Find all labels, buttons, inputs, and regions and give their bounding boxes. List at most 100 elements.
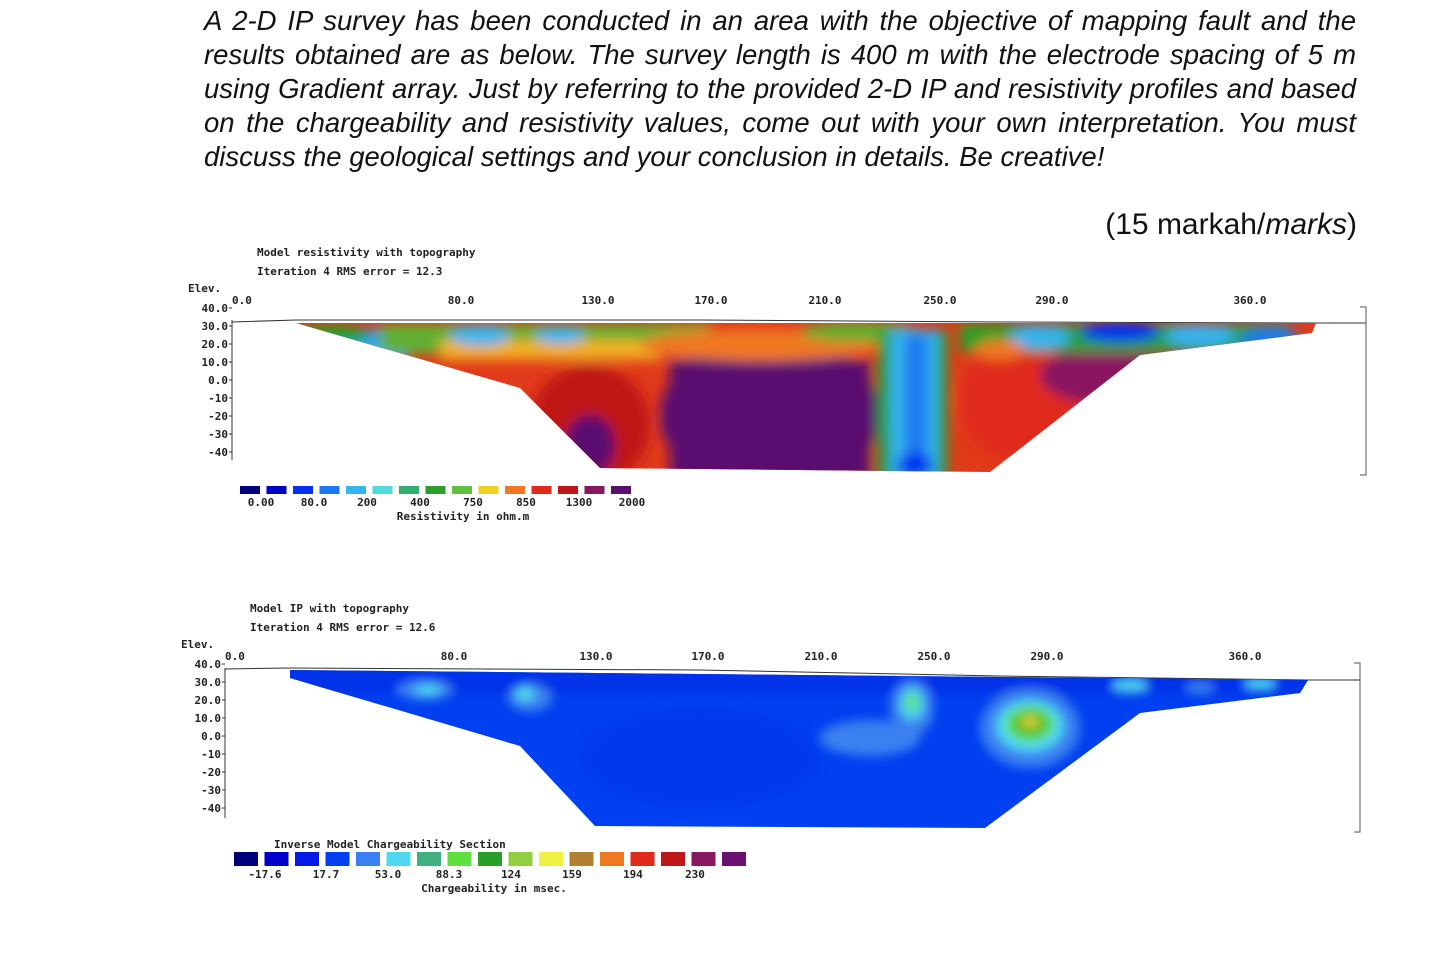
legend-unit-label: Resistivity in ohm.m <box>397 510 530 523</box>
legend-value-label: 200 <box>357 496 377 509</box>
ip-title: Model IP with topography <box>250 602 409 615</box>
legend-value-label: 88.3 <box>436 868 463 881</box>
legend-value-label: 750 <box>463 496 483 509</box>
elev-tick-label: -20 <box>208 410 228 423</box>
x-tick-label: 250.0 <box>923 294 956 307</box>
ip-panel: Model IP with topography Iteration 4 RMS… <box>0 598 1444 898</box>
elev-tick-label: 30.0 <box>195 676 222 689</box>
x-tick-label: 360.0 <box>1233 294 1266 307</box>
x-tick-label: 290.0 <box>1030 650 1063 663</box>
legend-swatch <box>372 486 393 494</box>
legend-swatch <box>661 852 685 866</box>
legend-swatch <box>266 486 287 494</box>
legend-swatch <box>264 852 289 866</box>
x-tick-label: 130.0 <box>579 650 612 663</box>
elev-tick-label: -40 <box>201 802 221 815</box>
legend-swatch <box>558 486 578 494</box>
resistivity-panel: Model resistivity with topography Iterat… <box>0 240 1444 540</box>
ip-elev-label: Elev. <box>181 638 215 651</box>
x-tick-label: 80.0 <box>441 650 468 663</box>
legend-swatch <box>399 486 419 494</box>
elev-tick-label: 40.0 <box>195 658 222 671</box>
ip-legend-title: Inverse Model Chargeability Section <box>274 838 506 851</box>
elev-tick-label: -10 <box>208 392 228 405</box>
legend-swatch <box>531 486 552 494</box>
legend-swatch <box>722 852 746 866</box>
legend-value-label: 159 <box>562 868 582 881</box>
legend-swatch <box>505 486 525 494</box>
x-tick-label: 0.0 <box>225 650 245 663</box>
legend-swatch <box>611 486 631 494</box>
x-tick-label: 360.0 <box>1228 650 1261 663</box>
legend-value-label: 400 <box>410 496 430 509</box>
legend-swatch <box>425 486 446 494</box>
legend-swatch <box>417 852 441 866</box>
x-tick-label: 80.0 <box>448 294 475 307</box>
elev-tick-label: 0.0 <box>201 730 221 743</box>
resistivity-elev-label: Elev. <box>188 282 222 295</box>
legend-swatch <box>293 486 313 494</box>
x-tick-label: 210.0 <box>808 294 841 307</box>
marks-italic: marks <box>1265 208 1347 241</box>
elev-tick-label: 20.0 <box>195 694 222 707</box>
elev-tick-label: -30 <box>208 428 228 441</box>
legend-swatch <box>630 852 655 866</box>
legend-swatch <box>295 852 319 866</box>
legend-swatch <box>508 852 533 866</box>
marks-label: (15 markah/marks) <box>1105 208 1357 242</box>
legend-swatch <box>478 852 502 866</box>
resistivity-title: Model resistivity with topography <box>257 246 476 259</box>
legend-value-label: 17.7 <box>313 868 340 881</box>
elev-tick-label: 10.0 <box>195 712 222 725</box>
elev-tick-label: 30.0 <box>202 320 229 333</box>
legend-swatch <box>584 486 605 494</box>
elev-tick-label: 40.0 <box>202 302 229 315</box>
legend-swatch <box>240 486 260 494</box>
ip-model-fill <box>290 670 1308 828</box>
marks-prefix: (15 markah/ <box>1105 208 1266 241</box>
elev-tick-label: 0.0 <box>208 374 228 387</box>
question-text: A 2-D IP survey has been conducted in an… <box>204 5 1356 172</box>
legend-swatch <box>452 486 472 494</box>
legend-swatch <box>447 852 472 866</box>
elev-tick-label: -20 <box>201 766 221 779</box>
legend-swatch <box>539 852 563 866</box>
legend-swatch <box>346 486 366 494</box>
elev-tick-label: -40 <box>208 446 228 459</box>
legend-value-label: 230 <box>685 868 705 881</box>
legend-swatch <box>325 852 350 866</box>
marks-suffix: ) <box>1347 208 1357 241</box>
ip-section-svg: 40.0 30.0 20.0 10.0 0.0 -10 -20 -30 -40 0.0 80.0 1… <box>195 650 1361 895</box>
legend-value-label: -17.6 <box>248 868 281 881</box>
legend-value-label: 194 <box>623 868 643 881</box>
legend-value-label: 1300 <box>566 496 593 509</box>
legend-value-label: 80.0 <box>301 496 328 509</box>
legend-swatch <box>386 852 411 866</box>
legend-swatch <box>234 852 258 866</box>
elev-tick-label: -30 <box>201 784 221 797</box>
x-tick-label: 0.0 <box>232 294 252 307</box>
x-tick-label: 250.0 <box>917 650 950 663</box>
legend-value-label: 53.0 <box>375 868 402 881</box>
legend-swatch <box>600 852 624 866</box>
resistivity-iteration: Iteration 4 RMS error = 12.3 <box>257 265 443 278</box>
x-tick-label: 210.0 <box>804 650 837 663</box>
legend-swatch <box>356 852 380 866</box>
legend-swatch <box>319 486 340 494</box>
x-tick-label: 130.0 <box>581 294 614 307</box>
legend-value-label: 2000 <box>619 496 646 509</box>
legend-unit-label: Chargeability in msec. <box>421 882 567 895</box>
elev-tick-label: 20.0 <box>202 338 229 351</box>
resistivity-section-svg: 40.0 30.0 20.0 10.0 0.0 -10 -20 -30 -40 0.0 80.0 1… <box>202 294 1367 523</box>
x-tick-label: 170.0 <box>694 294 727 307</box>
ip-iteration: Iteration 4 RMS error = 12.6 <box>250 621 436 634</box>
x-tick-label: 290.0 <box>1035 294 1068 307</box>
legend-swatch <box>691 852 716 866</box>
legend-swatch <box>478 486 499 494</box>
elev-tick-label: 10.0 <box>202 356 229 369</box>
legend-value-label: 850 <box>516 496 536 509</box>
resistivity-model-fill <box>296 323 1316 472</box>
legend-value-label: 124 <box>501 868 521 881</box>
elev-tick-label: -10 <box>201 748 221 761</box>
x-tick-label: 170.0 <box>691 650 724 663</box>
